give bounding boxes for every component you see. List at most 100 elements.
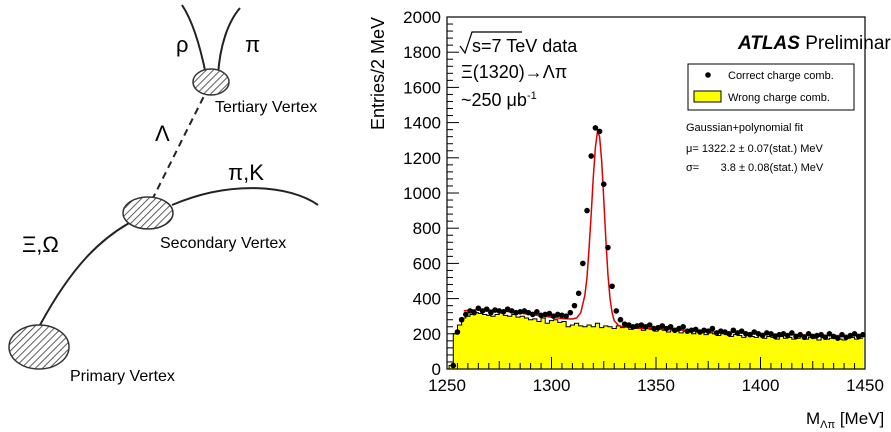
histogram-bar: [825, 339, 830, 369]
chart: 0 200 400 600 800 1000 1200 1400 1600 1800 2000 125…: [368, 8, 891, 431]
histogram-bar: [457, 325, 462, 369]
histogram-bar: [733, 334, 738, 369]
x-axis-label-unit: [MeV]: [835, 409, 884, 428]
fit-title: Gaussian+polynomial fit: [686, 122, 803, 134]
y-tick-label: 1400: [403, 114, 441, 133]
data-point: [855, 333, 862, 340]
histogram-bar: [478, 313, 483, 369]
y-tick-label: 200: [413, 325, 441, 344]
data-point: [592, 125, 599, 131]
data-point: [542, 311, 549, 318]
fit-info: Gaussian+polynomial fit μ= 1322.2 ± 0.07…: [686, 122, 824, 174]
histogram-bar: [511, 314, 517, 369]
data-point: [835, 335, 841, 342]
data-point: [814, 332, 820, 339]
histogram-bar: [503, 315, 508, 369]
histogram-bar: [837, 339, 843, 369]
histogram-bar: [507, 316, 513, 369]
histogram-bar: [816, 339, 822, 369]
data-point: [525, 309, 532, 316]
data-point: [793, 333, 799, 340]
data-point: [705, 328, 712, 334]
histogram-bar: [812, 338, 818, 369]
histogram-bar: [520, 316, 525, 369]
data-point: [546, 310, 553, 317]
data-point: [554, 311, 561, 318]
histogram-bar: [796, 338, 801, 369]
histogram-bar: [653, 331, 659, 369]
histogram-bar: [687, 332, 692, 369]
data-point: [496, 308, 503, 314]
data-point: [488, 309, 494, 316]
histogram-bar: [461, 317, 467, 369]
histogram-bar: [465, 316, 471, 369]
histogram-bar: [557, 322, 563, 369]
histogram-bar: [791, 339, 797, 369]
fit-mu: μ= 1322.2 ± 0.07(stat.) MeV: [686, 143, 823, 155]
histogram-bar: [737, 335, 742, 369]
data-point: [667, 323, 674, 330]
lambda-track: [151, 93, 206, 201]
pi-k-label: π,K: [228, 160, 264, 185]
histogram-bar: [641, 330, 646, 369]
lumi-label: ~250 μb-1: [461, 90, 537, 110]
data-point: [475, 305, 482, 312]
data-point: [672, 327, 678, 334]
histogram-bar: [754, 337, 759, 369]
data-point: [818, 331, 824, 338]
histogram-bar: [649, 329, 655, 369]
data-point: [830, 333, 837, 340]
axis-ticks: 0 200 400 600 800 1000 1200 1400 1600 1800 2000 125…: [403, 8, 884, 395]
histogram-bar: [775, 339, 780, 369]
legend-marker-icon: [705, 72, 711, 78]
data-point: [843, 334, 849, 341]
histogram-bar: [633, 328, 638, 369]
correct-charge-points: [450, 125, 866, 369]
data-point: [617, 316, 624, 323]
data-point: [780, 331, 787, 337]
histogram-bar: [741, 337, 747, 369]
data-point: [500, 309, 507, 315]
histogram-bar: [846, 338, 851, 369]
data-point: [467, 308, 473, 314]
histogram-bar: [787, 337, 793, 369]
data-point: [738, 328, 745, 334]
histogram-bar: [603, 325, 609, 369]
histogram-bar: [570, 325, 575, 369]
histogram-bar: [645, 328, 651, 369]
data-point: [600, 181, 607, 187]
primary-vertex-label: Primary Vertex: [70, 368, 175, 385]
x-tick-label: 1300: [533, 376, 571, 395]
histogram-bar: [724, 334, 730, 369]
primary-vertex-icon: [8, 324, 70, 370]
wrong-charge-histogram: [448, 312, 864, 369]
histogram-bar: [453, 333, 458, 369]
histogram-bar: [524, 317, 529, 369]
y-tick-label: 1200: [403, 149, 441, 168]
histogram-bar: [482, 314, 488, 369]
data-point: [584, 207, 590, 214]
histogram-bar: [683, 331, 688, 369]
histogram-bar: [545, 323, 550, 369]
data-point: [550, 313, 557, 320]
histogram-bar: [620, 327, 625, 369]
legend-fill-swatch: [693, 90, 722, 103]
histogram-bar: [800, 336, 805, 369]
data-point: [713, 330, 720, 336]
histogram-bar: [486, 315, 492, 369]
y-tick-label: 800: [413, 219, 441, 238]
data-point: [759, 332, 766, 339]
data-point: [743, 331, 749, 337]
data-point: [513, 309, 519, 316]
histogram-bar: [637, 326, 642, 369]
data-point: [697, 329, 703, 335]
x-axis-label-sub: Λπ: [820, 419, 835, 431]
data-point: [730, 327, 737, 334]
data-point: [630, 323, 636, 330]
data-point: [504, 306, 511, 312]
y-tick-label: 2000: [403, 8, 441, 27]
data-point: [701, 327, 707, 334]
histogram-bar: [666, 332, 671, 369]
secondary-vertex-icon: [122, 196, 174, 230]
data-point: [609, 283, 615, 290]
